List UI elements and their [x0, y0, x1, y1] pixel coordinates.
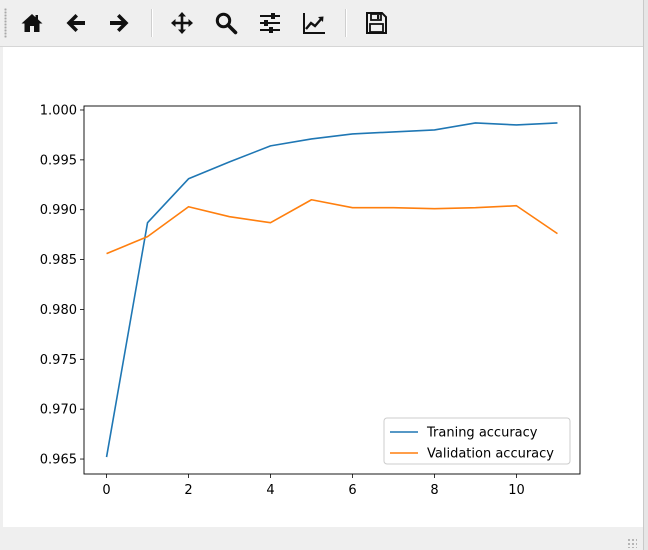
x-tick-label: 10 — [508, 483, 525, 498]
axes-frame — [83, 105, 581, 475]
floppy-disk-icon — [364, 11, 388, 35]
y-tick-label: 0.980 — [40, 303, 77, 318]
legend-box — [383, 417, 571, 465]
x-tick-label: 4 — [266, 483, 274, 498]
magnifier-icon — [214, 11, 238, 35]
series-line-training-accuracy — [105, 122, 558, 458]
edit-axes-button[interactable] — [298, 7, 330, 39]
resize-grip[interactable] — [627, 538, 637, 548]
y-tick-label: 0.970 — [40, 403, 77, 418]
window-edge — [643, 0, 648, 550]
line-chart-icon — [302, 11, 326, 35]
plot-area — [84, 106, 580, 474]
x-tick-label: 8 — [430, 483, 438, 498]
y-tick-label: 0.995 — [40, 153, 77, 168]
home-icon — [20, 11, 44, 35]
save-button[interactable] — [360, 7, 392, 39]
figure-canvas[interactable]: 0.965 0.970 0.975 0.980 0.985 0.990 0.995 1.000… — [3, 47, 643, 527]
pan-button[interactable] — [166, 7, 198, 39]
x-tick-label: 2 — [184, 483, 192, 498]
subplots-button[interactable] — [254, 7, 286, 39]
back-button[interactable] — [60, 7, 92, 39]
y-tick-label: 0.990 — [40, 203, 77, 218]
y-tick-label: 1.000 — [40, 103, 77, 118]
y-tick-label: 0.985 — [40, 253, 77, 268]
home-button[interactable] — [16, 7, 48, 39]
toolbar — [0, 0, 643, 47]
legend-label: Traning accuracy — [426, 426, 538, 441]
arrow-right-icon — [107, 11, 131, 35]
x-tick-label: 0 — [102, 483, 110, 498]
move-icon — [170, 11, 194, 35]
toolbar-grip[interactable] — [4, 8, 7, 38]
accuracy-chart: 0.965 0.970 0.975 0.980 0.985 0.990 0.995 1.000… — [40, 103, 581, 498]
zoom-button[interactable] — [210, 7, 242, 39]
series-line-validation-accuracy — [106, 198, 558, 255]
toolbar-separator — [151, 9, 153, 37]
forward-button[interactable] — [103, 7, 135, 39]
arrow-left-icon — [64, 11, 88, 35]
y-tick-label: 0.975 — [40, 353, 77, 368]
legend-label: Validation accuracy — [427, 447, 554, 462]
x-tick-label: 6 — [348, 483, 356, 498]
toolbar-separator — [345, 9, 347, 37]
status-bar — [0, 527, 643, 550]
sliders-icon — [258, 11, 282, 35]
y-tick-label: 0.965 — [40, 453, 77, 468]
